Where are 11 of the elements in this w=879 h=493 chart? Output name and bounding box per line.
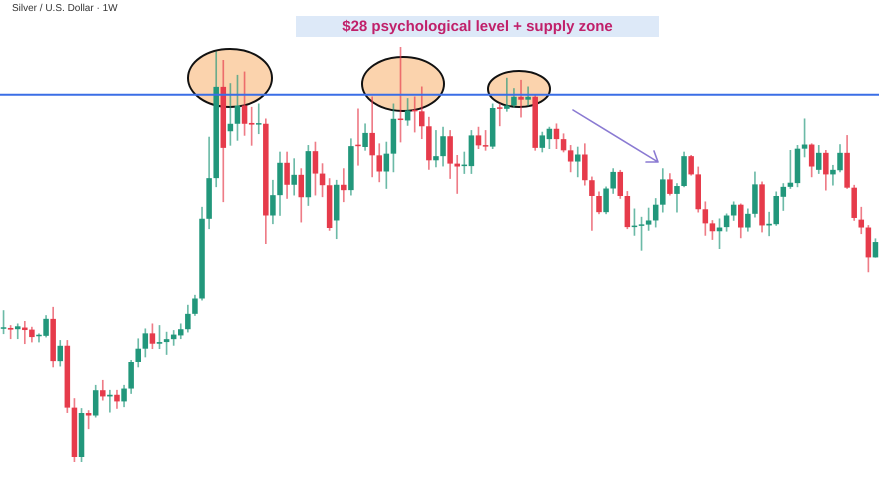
candlestick [398,47,404,142]
chart-subtitle: Silver / U.S. Dollar · 1W [12,3,118,14]
candlestick [0,310,6,334]
candlestick [355,108,361,166]
candlestick [156,325,162,350]
candlestick [433,130,439,168]
chart-title: $28 psychological level + supply zone [296,16,659,37]
candlestick [638,216,644,251]
candlestick [716,218,722,250]
candlestick [802,118,808,158]
candlestick [632,208,638,236]
